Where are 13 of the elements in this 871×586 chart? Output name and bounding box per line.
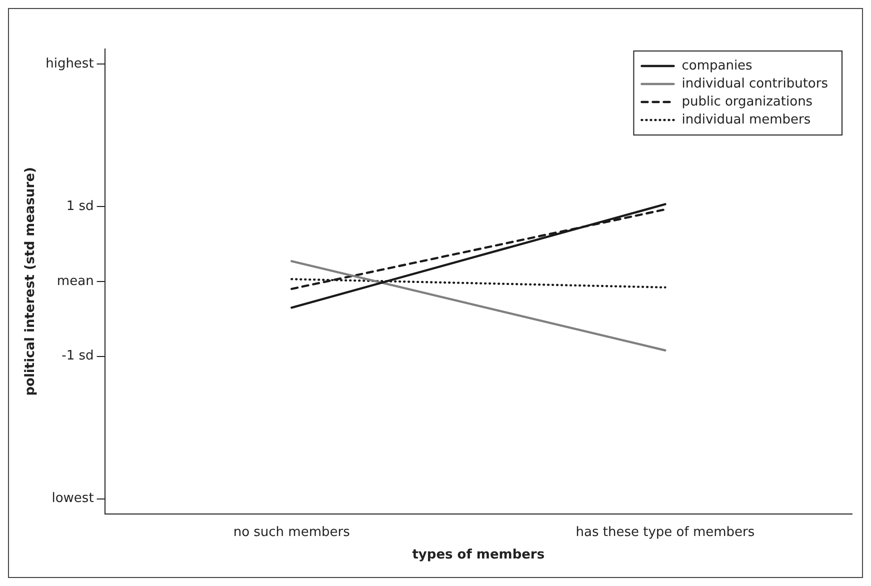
y-tick-label: lowest [52,491,94,506]
legend-label: individual members [682,112,811,128]
y-axis-title: political interest (std measure) [23,167,38,396]
y-tick-label: mean [56,274,94,289]
y-tick-label: highest [46,56,94,72]
y-tick-label: 1 sd [66,198,94,214]
x-tick-label: no such members [233,524,350,540]
legend-label: companies [682,58,753,74]
y-tick-label: -1 sd [62,348,94,364]
legend-label: public organizations [682,94,813,110]
x-tick-label: has these type of members [576,524,755,540]
x-axis-title: types of members [412,548,545,563]
legend-label: individual contributors [682,76,828,92]
